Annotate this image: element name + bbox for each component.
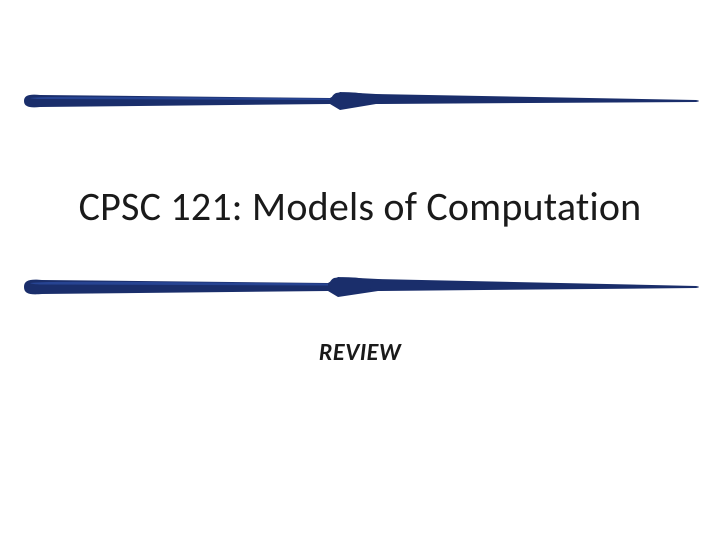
decorative-divider-top [0, 86, 720, 116]
decorative-divider-bottom [0, 272, 720, 302]
slide-subtitle: REVIEW [0, 338, 720, 367]
slide-title: CPSC 121: Models of Computation [0, 182, 720, 231]
